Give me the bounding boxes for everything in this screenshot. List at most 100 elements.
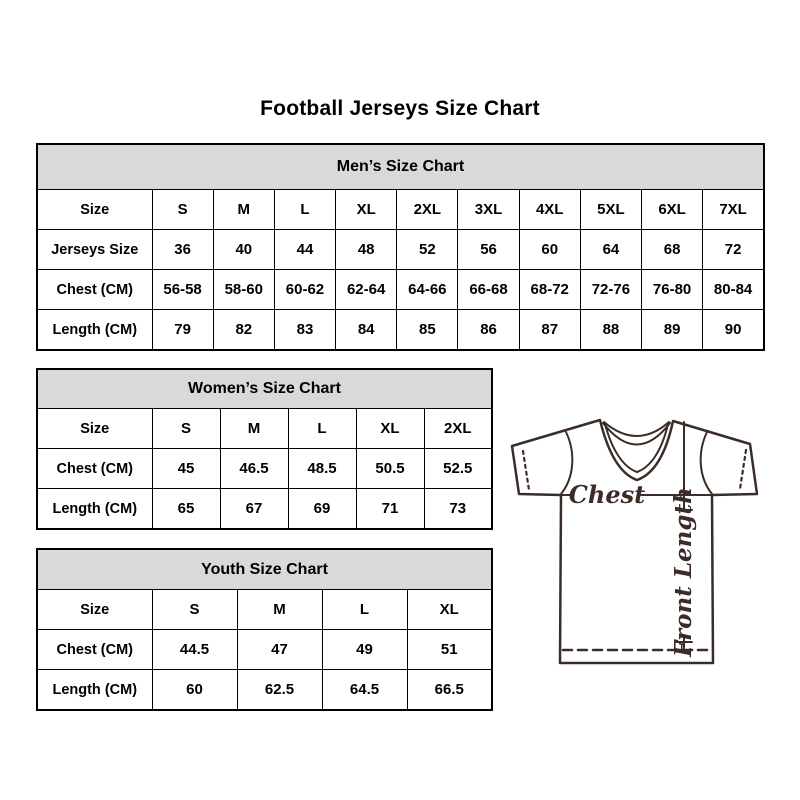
size-value-cell: 2XL: [396, 189, 459, 230]
size-value-cell: 3XL: [457, 189, 520, 230]
youth-size-table: Youth Size Chart Size S M L XL Chest (CM) 44.5…: [36, 548, 493, 711]
mens-table-title: Men’s Size Chart: [36, 143, 765, 190]
size-value-cell: 64.5: [321, 669, 408, 711]
size-value-cell: 65: [151, 488, 221, 530]
table-row: Size S M L XL: [36, 589, 493, 630]
size-value-cell: 49: [321, 629, 408, 670]
size-value-cell: 80-84: [702, 269, 765, 310]
left-armhole-seam: [560, 431, 574, 495]
collar-back-arc: [603, 421, 670, 437]
size-value-cell: 76-80: [640, 269, 704, 310]
size-value-cell: 2XL: [423, 408, 493, 449]
row-label-cell: Length (CM): [36, 488, 153, 530]
left-cuff-stitch: [521, 449, 531, 492]
size-value-cell: 60-62: [273, 269, 337, 310]
size-value-cell: 69: [287, 488, 357, 530]
size-value-cell: 66-68: [457, 269, 520, 310]
size-value-cell: XL: [406, 589, 493, 630]
table-title-row: Men’s Size Chart: [36, 143, 765, 190]
table-row: Length (CM) 65 67 69 71 73: [36, 488, 493, 530]
table-row: Chest (CM) 45 46.5 48.5 50.5 52.5: [36, 448, 493, 489]
size-value-cell: 60: [518, 229, 581, 270]
size-value-cell: 58-60: [212, 269, 275, 310]
size-value-cell: 45: [151, 448, 221, 489]
size-value-cell: 64: [579, 229, 643, 270]
size-value-cell: 71: [355, 488, 425, 530]
size-value-cell: 86: [457, 309, 520, 351]
row-label-cell: Jerseys Size: [36, 229, 153, 270]
size-value-cell: 36: [151, 229, 214, 270]
table-row: Chest (CM) 56-58 58-60 60-62 62-64 64-66 66-68…: [36, 269, 765, 310]
size-value-cell: 66.5: [406, 669, 493, 711]
row-label-cell: Chest (CM): [36, 448, 153, 489]
jersey-measurement-diagram: Chest Front Length: [500, 398, 780, 693]
size-value-cell: 47: [236, 629, 323, 670]
row-label-cell: Length (CM): [36, 309, 153, 351]
jersey-illustration: Chest Front Length: [510, 418, 759, 665]
size-value-cell: 89: [640, 309, 704, 351]
size-value-cell: 87: [518, 309, 581, 351]
size-value-cell: 72-76: [579, 269, 643, 310]
size-value-cell: 52.5: [423, 448, 493, 489]
size-value-cell: 83: [273, 309, 337, 351]
size-value-cell: 84: [335, 309, 398, 351]
front-length-measure-label: Front Length: [670, 487, 697, 658]
size-value-cell: L: [273, 189, 337, 230]
right-cuff-stitch: [738, 448, 748, 491]
size-value-cell: 7XL: [702, 189, 765, 230]
size-value-cell: M: [219, 408, 289, 449]
size-value-cell: 90: [702, 309, 765, 351]
row-label-cell: Chest (CM): [36, 269, 153, 310]
size-value-cell: XL: [335, 189, 398, 230]
size-value-cell: L: [321, 589, 408, 630]
size-value-cell: 64-66: [396, 269, 459, 310]
table-row: Length (CM) 79 82 83 84 85 86 87 88 89 90: [36, 309, 765, 351]
collar-mid-arc: [602, 422, 671, 446]
womens-table-body: Size S M L XL 2XL Chest (CM) 45 46.5 48.5 50.5 52.5…: [36, 408, 493, 530]
size-value-cell: 4XL: [518, 189, 581, 230]
table-title-row: Youth Size Chart: [36, 548, 493, 590]
size-value-cell: L: [287, 408, 357, 449]
size-value-cell: 51: [406, 629, 493, 670]
youth-table-title: Youth Size Chart: [36, 548, 493, 590]
size-value-cell: S: [151, 189, 214, 230]
table-row: Jerseys Size 36 40 44 48 52 56 60 64 68 72: [36, 229, 765, 270]
right-armhole-seam: [699, 431, 713, 495]
size-value-cell: XL: [355, 408, 425, 449]
size-value-cell: 62.5: [236, 669, 323, 711]
size-value-cell: S: [151, 589, 238, 630]
table-row: Size S M L XL 2XL 3XL 4XL 5XL 6XL 7XL: [36, 189, 765, 230]
size-value-cell: M: [212, 189, 275, 230]
size-value-cell: 67: [219, 488, 289, 530]
size-value-cell: 48: [335, 229, 398, 270]
size-value-cell: 6XL: [640, 189, 704, 230]
table-row: Size S M L XL 2XL: [36, 408, 493, 449]
chest-measure-label: Chest: [569, 480, 645, 509]
size-value-cell: 56: [457, 229, 520, 270]
size-value-cell: 82: [212, 309, 275, 351]
jersey-outline: [510, 418, 759, 665]
size-value-cell: 68: [640, 229, 704, 270]
womens-size-table: Women’s Size Chart Size S M L XL 2XL Chest (CM…: [36, 368, 493, 530]
size-value-cell: 88: [579, 309, 643, 351]
size-value-cell: 5XL: [579, 189, 643, 230]
size-value-cell: 62-64: [335, 269, 398, 310]
size-value-cell: M: [236, 589, 323, 630]
row-label-cell: Size: [36, 589, 153, 630]
table-row: Length (CM) 60 62.5 64.5 66.5: [36, 669, 493, 711]
size-value-cell: 52: [396, 229, 459, 270]
table-title-row: Women’s Size Chart: [36, 368, 493, 409]
size-value-cell: 72: [702, 229, 765, 270]
size-value-cell: S: [151, 408, 221, 449]
mens-size-table: Men’s Size Chart Size S M L XL 2XL 3XL 4XL 5XL 6X…: [36, 143, 765, 351]
size-value-cell: 56-58: [151, 269, 214, 310]
page-title: Football Jerseys Size Chart: [260, 97, 540, 120]
size-value-cell: 46.5: [219, 448, 289, 489]
size-value-cell: 44: [273, 229, 337, 270]
row-label-cell: Size: [36, 189, 153, 230]
row-label-cell: Size: [36, 408, 153, 449]
collar-inner-vee: [604, 423, 669, 473]
size-value-cell: 50.5: [355, 448, 425, 489]
row-label-cell: Chest (CM): [36, 629, 153, 670]
